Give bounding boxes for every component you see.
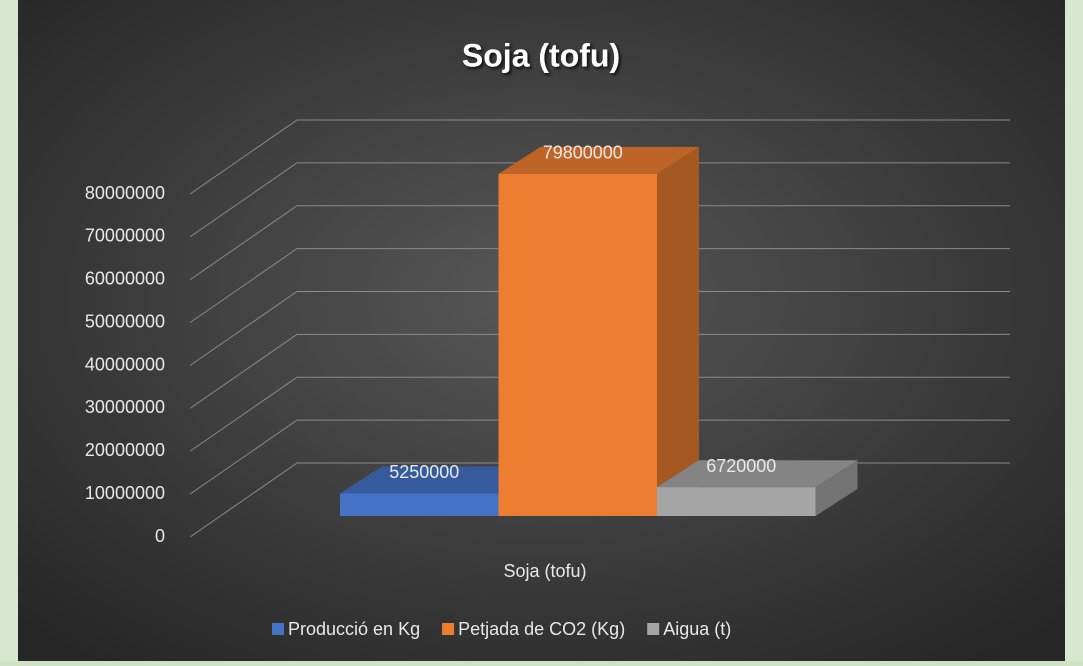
legend-label: Producció en Kg [288, 619, 420, 639]
plot: 0 10000000 20000000 30000000 40000000 5000000… [85, 119, 1010, 639]
bar-top [498, 146, 699, 174]
y-tick-label: 10000000 [85, 483, 165, 503]
legend-swatch [272, 623, 284, 635]
y-tick-label: 60000000 [85, 269, 165, 289]
legend-label: Aigua (t) [663, 619, 731, 639]
legend-swatch [647, 623, 660, 635]
y-tick-label: 30000000 [85, 397, 165, 417]
bar-side [815, 460, 858, 516]
grid-line [189, 248, 1010, 324]
legend-swatch [442, 623, 455, 635]
bar-side [657, 146, 699, 517]
y-tick-label: 0 [155, 526, 165, 546]
grid-line [189, 291, 1010, 366]
grid-line [189, 419, 1010, 495]
y-tick-label: 70000000 [85, 226, 165, 246]
bar [498, 173, 657, 517]
grid-line [189, 205, 1010, 281]
value-label: 5250000 [389, 462, 459, 482]
bar [657, 487, 816, 516]
grid-line [189, 333, 1010, 409]
bar-top [657, 460, 858, 488]
value-label: 6720000 [706, 456, 776, 476]
grid-line [189, 119, 1010, 195]
legend-label: Petjada de CO2 (Kg) [458, 619, 625, 639]
grid-line [189, 376, 1010, 452]
y-tick-label: 20000000 [85, 440, 165, 460]
value-label: 79800000 [543, 143, 623, 163]
grid-line [189, 162, 1010, 238]
x-tick-label: Soja (tofu) [503, 561, 586, 581]
y-tick-label: 80000000 [85, 183, 165, 203]
y-tick-label: 50000000 [85, 311, 165, 331]
bar-top [340, 466, 541, 494]
bar [340, 493, 499, 516]
y-tick-label: 40000000 [85, 354, 165, 374]
chart-title: Soja (tofu) [462, 37, 620, 73]
